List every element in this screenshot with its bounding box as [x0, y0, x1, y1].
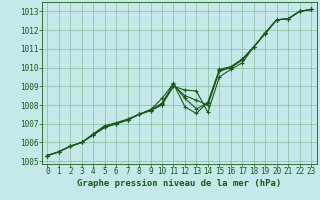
X-axis label: Graphe pression niveau de la mer (hPa): Graphe pression niveau de la mer (hPa)	[77, 179, 281, 188]
